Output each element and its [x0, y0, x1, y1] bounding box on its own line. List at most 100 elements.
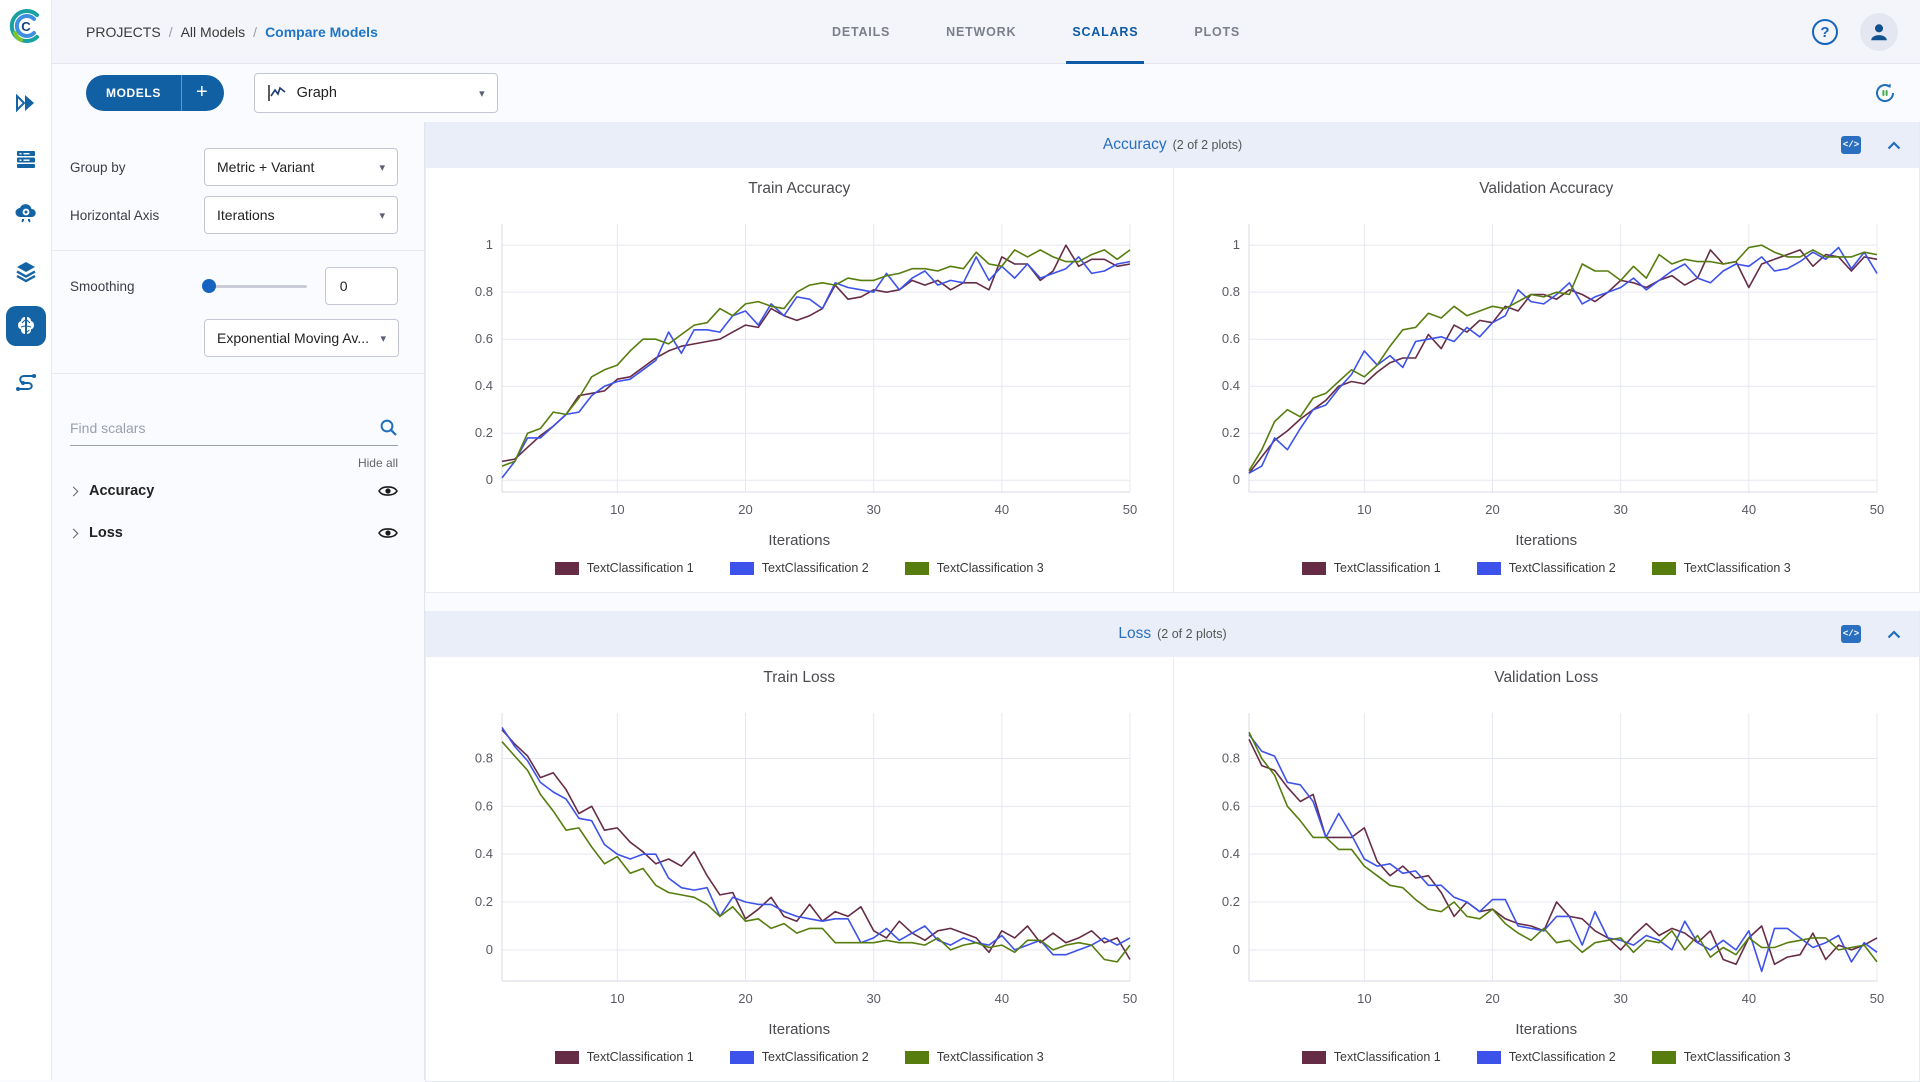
plot-canvas[interactable]: 10 20 30 40 50 0 0.2 0.4 0.6 0.8 1: [1201, 214, 1891, 524]
legend-label: TextClassification 1: [586, 561, 694, 575]
collapse-section-icon[interactable]: [1887, 140, 1901, 150]
plot-canvas[interactable]: 10 20 30 40 50 0 0.2 0.4 0.6 0.8 1: [454, 214, 1144, 524]
chart-train-accuracy: Train Accuracy 10 20 30 40 50 0 0.2 0.4 0.6 0.8 1 …: [426, 168, 1173, 592]
svg-text:0.4: 0.4: [1222, 378, 1240, 393]
svg-text:50: 50: [1870, 991, 1884, 1006]
tab-details[interactable]: DETAILS: [832, 25, 891, 39]
legend-item[interactable]: TextClassification 2: [1476, 561, 1616, 575]
nav-models-active-bg: [6, 306, 46, 346]
hide-all-link[interactable]: Hide all: [357, 456, 398, 470]
visibility-eye-icon[interactable]: [378, 526, 398, 540]
clearml-logo[interactable]: C: [7, 7, 45, 45]
visibility-eye-icon[interactable]: [378, 484, 398, 498]
plot-canvas[interactable]: 10 20 30 40 50 0 0.2 0.4 0.6 0.8: [1201, 703, 1891, 1013]
svg-text:20: 20: [739, 991, 753, 1006]
section-header: Loss (2 of 2 plots) </>: [426, 611, 1919, 657]
view-mode-select[interactable]: Graph ▾: [253, 73, 498, 113]
chart-legend: TextClassification 1 TextClassification 2…: [434, 558, 1165, 578]
nav-datasets-icon[interactable]: [0, 249, 52, 293]
svg-text:20: 20: [739, 502, 753, 517]
chevron-down-icon: ▾: [380, 332, 386, 345]
smoothing-method-select[interactable]: Exponential Moving Av... ▾: [204, 319, 399, 357]
nav-models-icon[interactable]: [0, 304, 52, 348]
scalar-controls-panel: Group by Metric + Variant ▾ Horizontal A…: [52, 122, 425, 1080]
scalar-search[interactable]: Find scalars: [70, 418, 398, 446]
legend-swatch: [904, 1050, 929, 1064]
breadcrumb-projects[interactable]: PROJECTS: [86, 23, 161, 40]
chart-validation-accuracy: Validation Accuracy 10 20 30 40 50 0 0.2 0.4 0.6…: [1172, 168, 1920, 592]
svg-text:50: 50: [1870, 502, 1884, 517]
svg-text:50: 50: [1123, 991, 1137, 1006]
nav-queues-icon[interactable]: [0, 137, 52, 181]
collapse-section-icon[interactable]: [1887, 629, 1901, 639]
chart-title: Train Accuracy: [748, 180, 851, 197]
tab-scalars[interactable]: SCALARS: [1066, 0, 1145, 64]
breadcrumb: PROJECTS / All Models / Compare Models: [86, 24, 378, 40]
group-by-label: Group by: [70, 159, 126, 175]
svg-text:0: 0: [1233, 472, 1240, 487]
legend-label: TextClassification 2: [761, 1050, 869, 1064]
section-title: Loss: [1118, 625, 1152, 642]
slider-track: [202, 285, 307, 288]
breadcrumb-compare-models[interactable]: Compare Models: [265, 23, 378, 40]
search-input[interactable]: Find scalars: [70, 419, 146, 436]
legend-item[interactable]: TextClassification 1: [554, 561, 694, 575]
add-model-button[interactable]: +: [181, 75, 224, 111]
breadcrumb-separator: /: [253, 23, 258, 40]
legend-item[interactable]: TextClassification 2: [1476, 1050, 1616, 1064]
user-icon: [1871, 24, 1887, 41]
nav-projects-icon[interactable]: [0, 81, 52, 125]
smoothing-slider[interactable]: [202, 279, 307, 293]
metric-group-loss[interactable]: Loss: [52, 512, 424, 554]
legend-item[interactable]: TextClassification 3: [904, 1050, 1044, 1064]
chart-legend: TextClassification 1 TextClassification 2…: [1182, 1047, 1912, 1067]
horizontal-axis-select[interactable]: Iterations ▾: [204, 196, 398, 234]
svg-text:0.8: 0.8: [1222, 284, 1240, 299]
embed-code-icon[interactable]: </>: [1841, 625, 1861, 643]
auto-refresh-icon[interactable]: [1868, 76, 1902, 110]
svg-text:0.6: 0.6: [1222, 331, 1240, 346]
legend-swatch: [1651, 1050, 1676, 1064]
svg-text:1: 1: [1233, 237, 1240, 252]
group-by-select[interactable]: Metric + Variant ▾: [204, 148, 398, 186]
svg-text:1: 1: [486, 237, 493, 252]
svg-text:0: 0: [1233, 942, 1240, 957]
section-plot-count: (2 of 2 plots): [1157, 627, 1227, 641]
slider-thumb[interactable]: [202, 279, 217, 293]
legend-item[interactable]: TextClassification 3: [1651, 1050, 1791, 1064]
legend-swatch: [1476, 1050, 1501, 1064]
svg-text:0.4: 0.4: [1222, 846, 1240, 861]
legend-item[interactable]: TextClassification 2: [729, 561, 869, 575]
metric-group-accuracy[interactable]: Accuracy: [52, 470, 424, 512]
legend-swatch: [554, 1050, 579, 1064]
svg-text:C: C: [21, 19, 31, 34]
legend-swatch: [904, 561, 929, 575]
legend-item[interactable]: TextClassification 3: [1651, 561, 1791, 575]
svg-text:0.2: 0.2: [475, 425, 493, 440]
breadcrumb-all-models[interactable]: All Models: [180, 23, 246, 40]
avatar[interactable]: [1860, 13, 1898, 51]
tab-plots[interactable]: PLOTS: [1194, 25, 1241, 39]
svg-text:10: 10: [1357, 502, 1371, 517]
legend-item[interactable]: TextClassification 3: [904, 561, 1044, 575]
left-nav-rail: C: [0, 0, 52, 1080]
plot-canvas[interactable]: 10 20 30 40 50 0 0.2 0.4 0.6 0.8: [454, 703, 1144, 1013]
legend-item[interactable]: TextClassification 1: [1301, 1050, 1441, 1064]
metric-label: Accuracy: [89, 483, 155, 499]
smoothing-value-input[interactable]: 0: [324, 267, 398, 305]
svg-text:30: 30: [867, 502, 881, 517]
legend-label: TextClassification 3: [936, 561, 1044, 575]
top-header: PROJECTS / All Models / Compare Models D…: [52, 0, 1920, 64]
nav-workers-icon[interactable]: [0, 192, 52, 236]
help-icon[interactable]: ?: [1812, 19, 1838, 45]
legend-item[interactable]: TextClassification 1: [1301, 561, 1441, 575]
legend-item[interactable]: TextClassification 1: [554, 1050, 694, 1064]
embed-code-icon[interactable]: </>: [1841, 136, 1861, 154]
legend-label: TextClassification 1: [586, 1050, 694, 1064]
nav-pipelines-icon[interactable]: [0, 360, 52, 404]
models-button[interactable]: MODELS: [86, 75, 182, 111]
legend-label: TextClassification 1: [1333, 1050, 1441, 1064]
svg-text:30: 30: [1614, 991, 1628, 1006]
tab-network[interactable]: NETWORK: [946, 25, 1017, 39]
legend-item[interactable]: TextClassification 2: [729, 1050, 869, 1064]
